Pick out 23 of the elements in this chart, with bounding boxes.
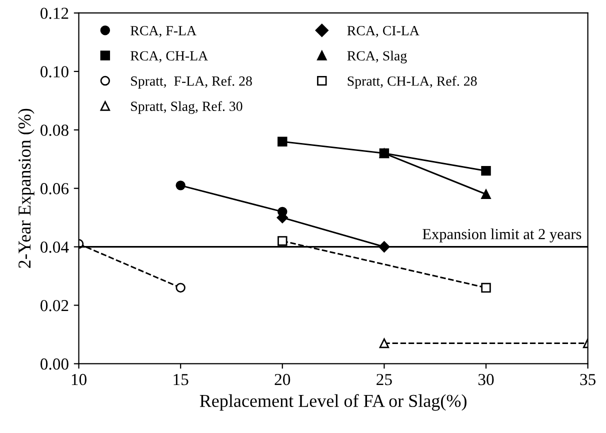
y-axis-title: 2-Year Expansion (%) bbox=[18, 108, 34, 268]
x-tick-label: 30 bbox=[478, 374, 494, 386]
y-tick-label: 0.12 bbox=[40, 8, 68, 20]
y-tick-label: 0.06 bbox=[40, 183, 69, 194]
x-tick-label: 25 bbox=[376, 374, 392, 386]
x-tick-label: 15 bbox=[174, 374, 188, 386]
legend-label: Spratt, Slag, Ref. 30 bbox=[131, 101, 242, 114]
y-tick-label: 0.00 bbox=[40, 358, 68, 370]
x-tick-label: 35 bbox=[580, 374, 596, 386]
legend-label: RCA, CI-LA bbox=[347, 26, 420, 38]
legend-label: RCA, CH-LA bbox=[130, 51, 208, 63]
legend-label: Spratt, F-LA, Ref. 28 bbox=[131, 76, 252, 89]
x-tick-label: 20 bbox=[274, 374, 290, 386]
y-tick-label: 0.04 bbox=[40, 242, 69, 253]
y-tick-label: 0.10 bbox=[40, 66, 68, 78]
x-axis-title: Replacement Level of FA or Slag(%) bbox=[200, 394, 466, 411]
y-tick-label: 0.08 bbox=[40, 124, 68, 136]
y-tick-label: 0.02 bbox=[40, 300, 68, 312]
legend-label: RCA, Slag bbox=[347, 50, 407, 64]
legend-label: Spratt, CH-LA, Ref. 28 bbox=[348, 76, 477, 89]
legend-label: RCA, F-LA bbox=[130, 26, 196, 38]
x-tick-label: 10 bbox=[72, 374, 86, 386]
ref-line-label: Expansion limit at 2 years bbox=[422, 228, 582, 242]
